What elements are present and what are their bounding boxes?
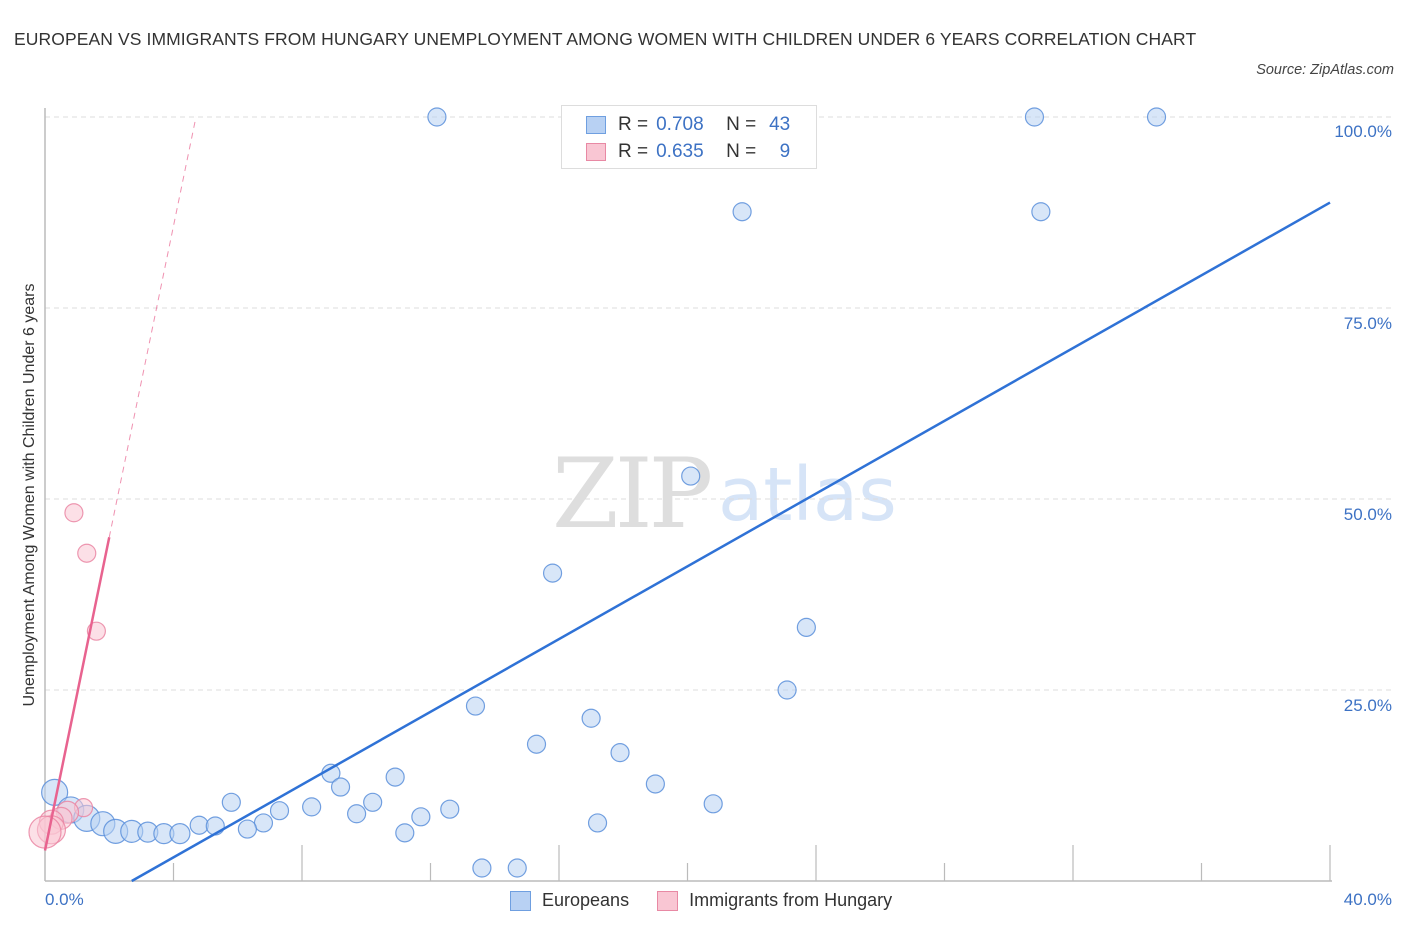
y-tick-25: 25.0% (1343, 696, 1392, 715)
legend-label: Europeans (542, 890, 630, 910)
europeans-points (41, 107, 1167, 878)
n-label: N = (726, 141, 757, 162)
hungary-swatch (657, 890, 679, 911)
r-label: R = (618, 141, 649, 162)
y-tick-50: 50.0% (1343, 505, 1392, 524)
stats-legend: R = 0.708 N = 43 R = 0.635 N = 9 (561, 105, 817, 169)
chart-title: EUROPEAN VS IMMIGRANTS FROM HUNGARY UNEM… (14, 29, 1197, 49)
watermark-zip: ZIP (552, 438, 713, 550)
r-value: 0.708 (656, 114, 704, 135)
europeans-swatch (586, 116, 606, 134)
hungary-swatch (586, 143, 606, 161)
x-tick-max: 40.0% (1343, 890, 1392, 909)
r-label: R = (618, 114, 649, 135)
y-tick-75: 75.0% (1343, 314, 1392, 333)
legend-label: Immigrants from Hungary (689, 890, 893, 910)
n-label: N = (726, 114, 757, 135)
trendlines (43, 116, 1331, 883)
source-label: Source: ZipAtlas.com (1256, 62, 1394, 78)
stats-row-europeans: R = 0.708 N = 43 (586, 112, 790, 138)
europeans-swatch (510, 890, 531, 911)
x-tick-min: 0.0% (45, 890, 84, 909)
axes (44, 108, 1332, 882)
stats-row-hungary: R = 0.635 N = 9 (586, 139, 790, 165)
legend-item-hungary[interactable]: Immigrants from Hungary (657, 890, 892, 911)
gridlines (45, 116, 1392, 691)
legend-item-europeans[interactable]: Europeans (510, 890, 629, 911)
series-legend: Europeans Immigrants from Hungary (510, 890, 920, 911)
n-value: 9 (779, 141, 791, 162)
watermark-atlas: atlas (718, 452, 897, 538)
y-tick-100: 100.0% (1334, 122, 1392, 141)
n-value: 43 (769, 114, 791, 135)
r-value: 0.635 (656, 141, 704, 162)
y-axis-label: Unemployment Among Women with Children U… (21, 283, 38, 707)
